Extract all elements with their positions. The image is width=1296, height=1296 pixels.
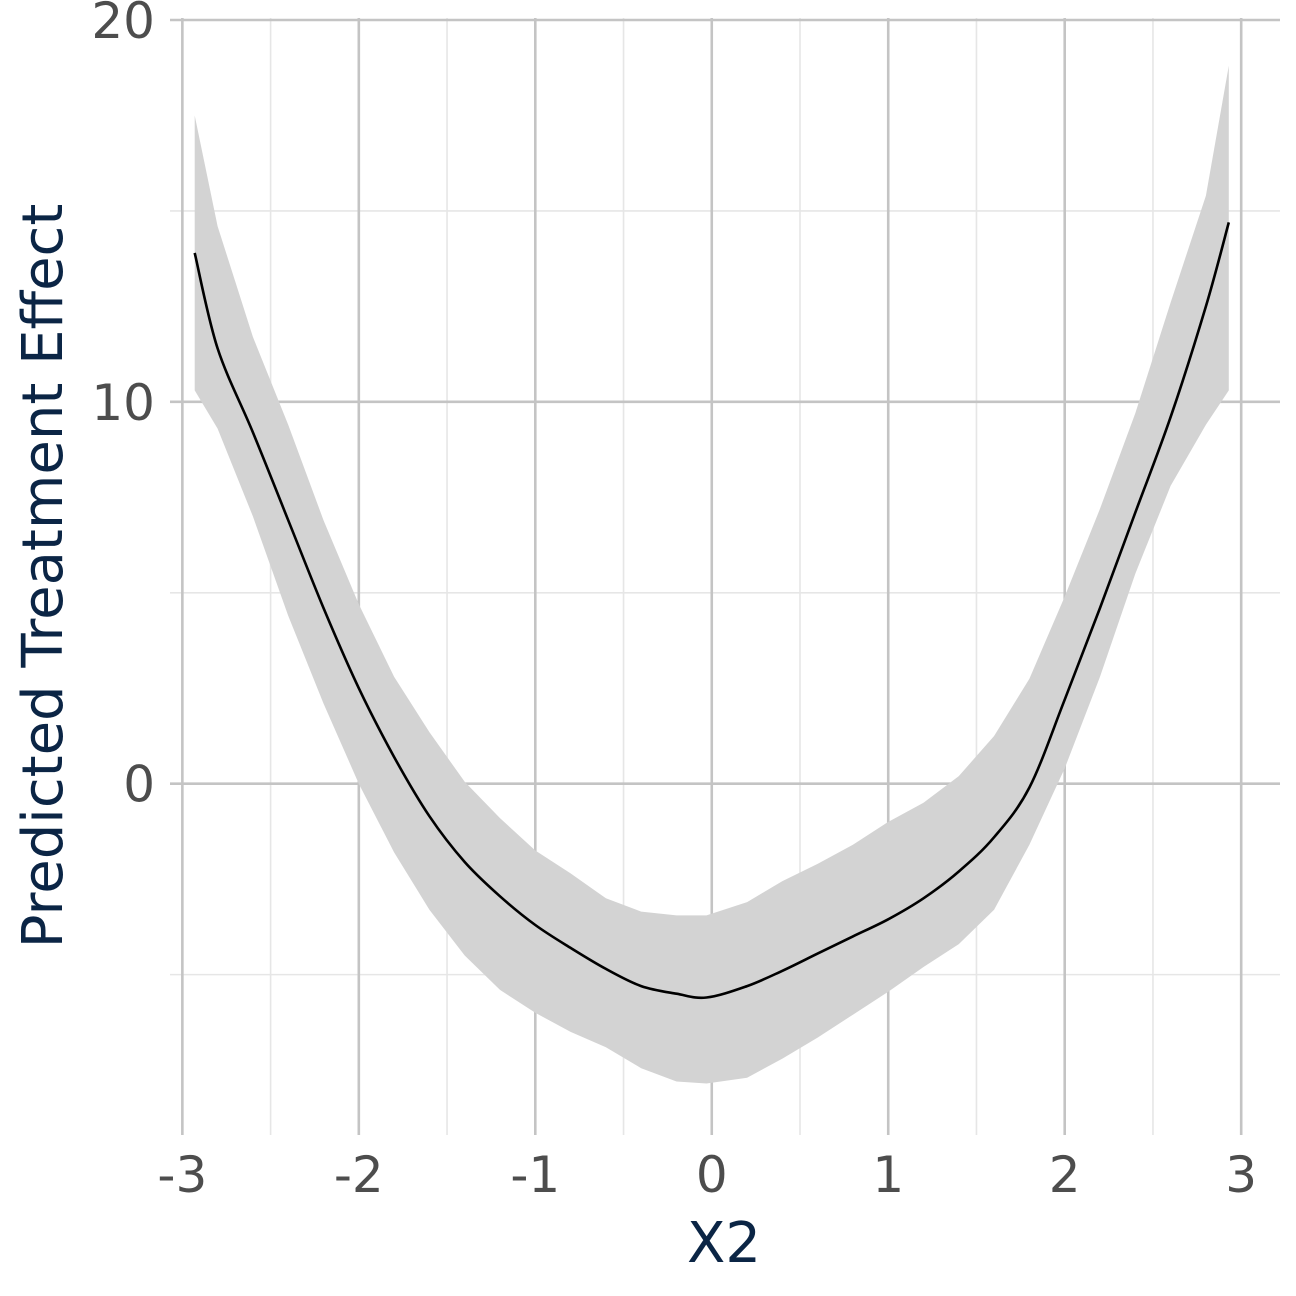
minor-gridlines [170,18,1280,1135]
predicted-effect-line [193,222,1231,1000]
x-tick-label: 1 [872,1146,904,1204]
series-line-layer [193,222,1231,1000]
y-tick-labels: 0 10 20 [91,0,155,814]
x-tick-label: -2 [334,1146,384,1204]
x-tick-label: 3 [1225,1146,1257,1204]
y-axis-title: Predicted Treatment Effect [11,204,76,949]
x-tick-label: 2 [1049,1146,1081,1204]
x-tick-label: -1 [510,1146,560,1204]
x-tick-label: 0 [696,1146,728,1204]
y-tick-label: 0 [123,756,155,814]
x-tick-labels: -3 -2 -1 0 1 2 3 [157,1146,1257,1204]
x-tick-label: -3 [157,1146,207,1204]
confidence-band-layer [194,65,1229,1084]
confidence-band [194,65,1229,1084]
x-axis-title: X2 [687,1211,761,1276]
y-tick-label: 20 [91,0,155,50]
y-tick-label: 10 [91,374,155,432]
